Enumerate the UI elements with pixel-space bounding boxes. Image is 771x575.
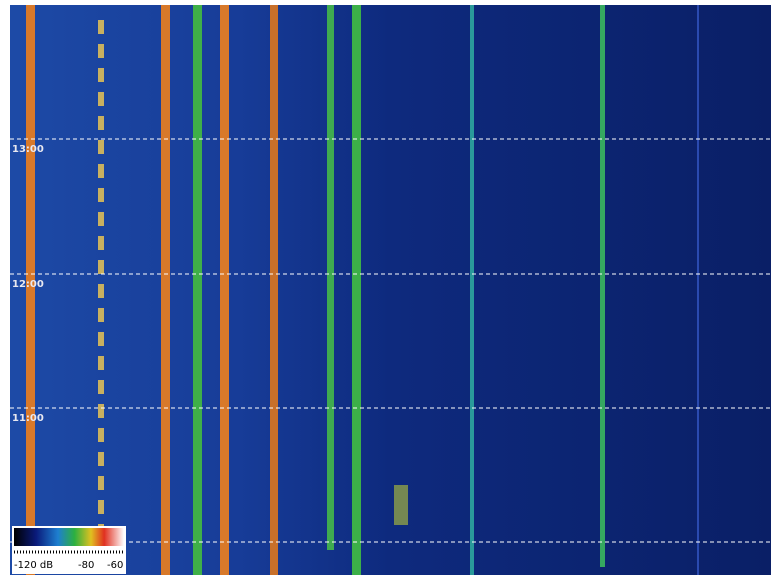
time-label: 12:00 [12, 279, 44, 290]
colorbar-gradient [14, 528, 124, 546]
time-label: 13:00 [12, 144, 44, 155]
colorbar-label: -80 [78, 560, 94, 571]
trace [352, 5, 361, 575]
trace [193, 5, 202, 575]
trace [220, 5, 229, 575]
time-label: 11:00 [12, 413, 44, 424]
colorbar-label: -60 [107, 560, 123, 571]
waterfall-view: 13:00 12:00 11:00 -120 dB -80 -60 [0, 0, 771, 575]
page: {"time_labels": ["13:00", "12:00", "11:0… [0, 0, 771, 575]
trace [470, 5, 474, 575]
trace [26, 5, 35, 575]
colorbar: -120 dB -80 -60 [12, 526, 126, 574]
colorbar-label: -120 dB [14, 560, 53, 571]
trace [697, 5, 699, 575]
trace [161, 5, 170, 575]
trace [600, 5, 605, 567]
trace [270, 5, 278, 575]
body: 13:00 12:00 11:00 -120 dB -80 -60 (() =>… [0, 0, 771, 575]
burst [394, 485, 408, 525]
spectrogram-background [10, 5, 771, 575]
trace [327, 5, 334, 550]
